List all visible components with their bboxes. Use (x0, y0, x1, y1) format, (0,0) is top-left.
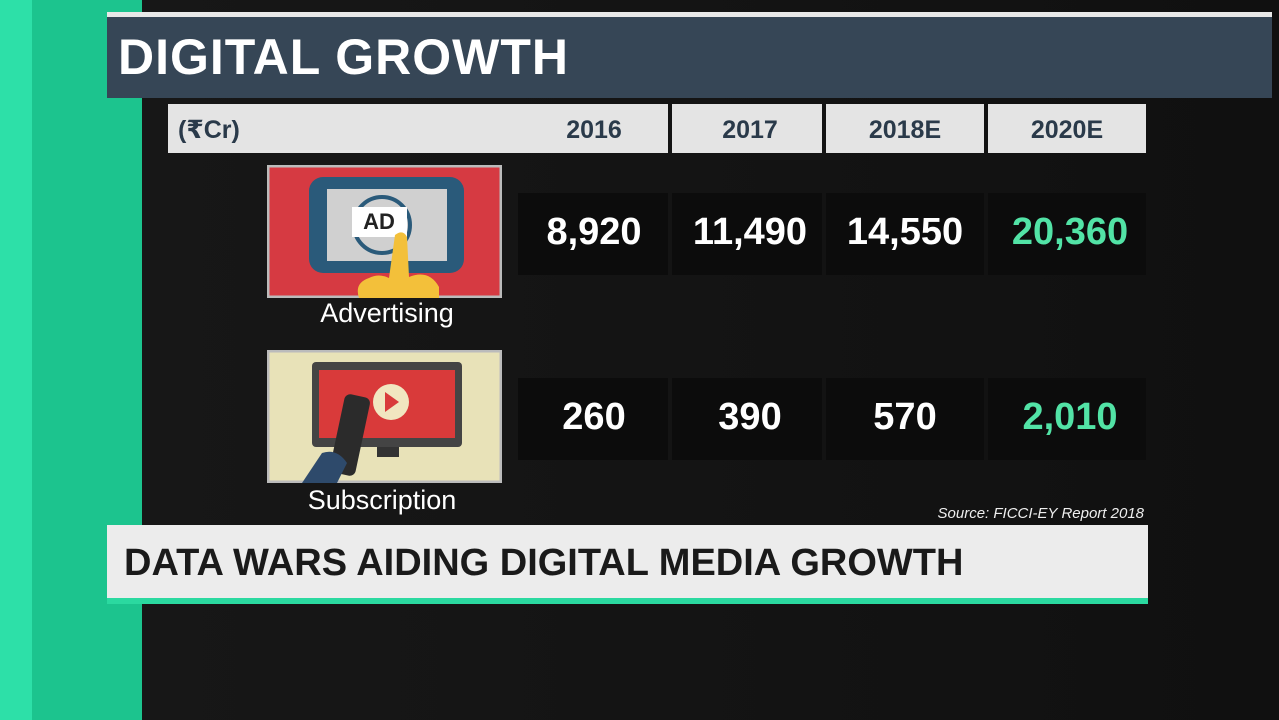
table-value: 260 (562, 396, 626, 438)
table-cell (826, 378, 984, 460)
header-cell (672, 104, 822, 153)
column-header: 2017 (722, 116, 778, 144)
advertising-icon: AD (267, 165, 502, 298)
ticker-text: DATA WARS AIDING DIGITAL MEDIA GROWTH (124, 542, 964, 584)
row-label: Subscription (307, 485, 457, 515)
side-stripe (32, 0, 142, 720)
table-value: 20,360 (1011, 211, 1129, 253)
icon-text: AD (363, 209, 395, 234)
side-stripe (0, 0, 32, 720)
subscription-icon (267, 350, 502, 483)
column-header: 2020E (1030, 116, 1104, 144)
table-cell (826, 193, 984, 275)
title: DIGITAL GROWTH (118, 29, 569, 85)
table-cell (988, 193, 1146, 275)
table-value: 570 (873, 396, 937, 438)
unit-label: (₹Cr) (178, 116, 240, 144)
source-note: Source: FICCI-EY Report 2018 (937, 505, 1144, 522)
row-label: Advertising (320, 298, 454, 328)
table-cell (518, 378, 668, 460)
table-value: 390 (718, 396, 782, 438)
header-cell (988, 104, 1146, 153)
table-cell (518, 193, 668, 275)
column-header: 2016 (566, 116, 622, 144)
table-value: 14,550 (846, 211, 964, 253)
header-cell (168, 104, 668, 153)
table-cell (672, 193, 822, 275)
ticker-bar (107, 525, 1148, 604)
column-header: 2018E (868, 116, 942, 144)
header-cell (826, 104, 984, 153)
title-bar (107, 12, 1272, 98)
table-cell (672, 378, 822, 460)
table-cell (988, 378, 1146, 460)
table-value: 11,490 (692, 211, 808, 253)
table-value: 2,010 (1022, 396, 1118, 438)
table-value: 8,920 (546, 211, 642, 253)
